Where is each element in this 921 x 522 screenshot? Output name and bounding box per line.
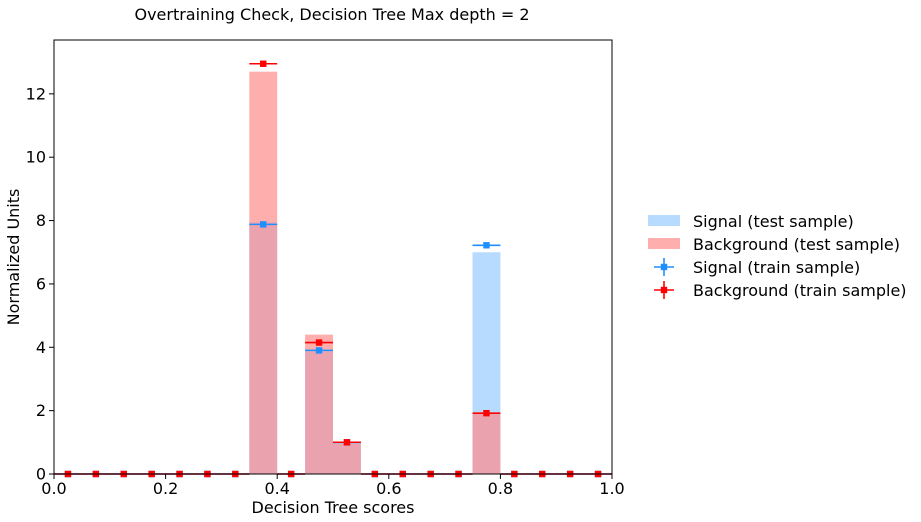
x-tick-label: 1.0: [599, 479, 624, 498]
data-point: [343, 439, 351, 446]
data-point: [315, 347, 323, 354]
chart-title: Overtraining Check, Decision Tree Max de…: [134, 5, 529, 24]
data-point: [260, 221, 267, 228]
legend-swatch: [648, 215, 680, 226]
data-point: [260, 60, 267, 67]
data-point: [483, 242, 490, 249]
y-axis-ticks: 0 2 4 6 8 10 12: [26, 84, 54, 484]
legend-swatch: [648, 238, 680, 249]
data-point: [483, 409, 490, 417]
legend-label: Background (test sample): [693, 235, 900, 254]
legend-label: Signal (train sample): [693, 258, 860, 277]
y-tick-label: 6: [36, 274, 46, 293]
legend: Signal (test sample) Background (test sam…: [648, 212, 907, 300]
histogram-bar: [472, 413, 501, 474]
x-tick-label: 0.4: [264, 479, 289, 498]
y-tick-label: 0: [36, 465, 46, 484]
y-axis-label: Normalized Units: [4, 189, 23, 326]
histogram-bars: [249, 71, 501, 474]
histogram-bar: [333, 443, 361, 474]
plot-frame: [53, 39, 613, 475]
legend-label: Background (train sample): [693, 281, 907, 300]
legend-label: Signal (test sample): [693, 212, 854, 231]
y-tick-label: 4: [36, 338, 46, 357]
x-tick-label: 0.2: [153, 479, 178, 498]
y-tick-label: 12: [26, 84, 46, 103]
y-tick-label: 10: [26, 148, 46, 167]
y-tick-label: 2: [36, 401, 46, 420]
x-tick-label: 0.0: [41, 479, 66, 498]
legend-marker: [660, 286, 668, 294]
legend-marker: [660, 263, 668, 271]
x-axis-ticks: 0.0 0.2 0.4 0.6 0.8 1.0: [41, 474, 625, 498]
x-tick-label: 0.6: [376, 479, 401, 498]
histogram-bar: [305, 334, 333, 474]
histogram-bar: [249, 71, 278, 474]
x-axis-label: Decision Tree scores: [252, 498, 415, 517]
y-tick-label: 8: [36, 211, 46, 230]
data-point: [315, 339, 323, 346]
x-tick-label: 0.8: [488, 479, 513, 498]
